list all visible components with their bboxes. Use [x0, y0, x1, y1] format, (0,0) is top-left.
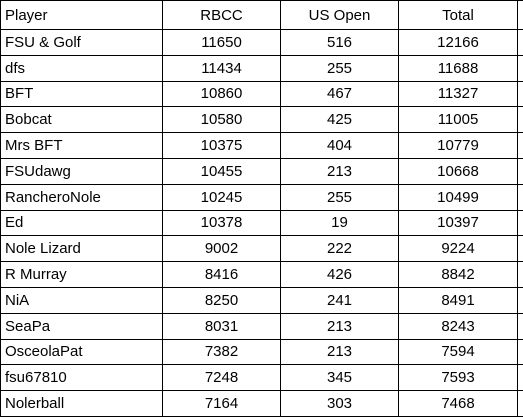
player-cell: R Murray: [0, 261, 163, 288]
player-cell: RancheroNole: [0, 183, 163, 211]
empty-cell: [517, 235, 523, 263]
data-row: Bobcat 10580 425 11005: [0, 106, 523, 134]
data-row: FSU & Golf 11650 516 12166: [0, 29, 523, 56]
player-cell: NiA: [0, 286, 163, 314]
data-row: Nole Lizard 9002 222 9224: [0, 235, 523, 263]
player-cell: Mrs BFT: [0, 132, 163, 159]
player-cell: Nolerball: [0, 390, 163, 417]
score-cell: 7164: [162, 390, 281, 417]
score-cell: 7593: [398, 364, 518, 392]
empty-cell: [517, 338, 523, 366]
player-cell: Ed: [0, 209, 163, 237]
score-cell: 10375: [162, 132, 281, 159]
data-row: FSUdawg 10455 213 10668: [0, 157, 523, 185]
player-cell: FSUdawg: [0, 157, 163, 185]
header-cell: Total: [398, 0, 518, 30]
score-cell: 10580: [162, 106, 281, 134]
score-cell: 11650: [162, 29, 281, 56]
data-row: fsu67810 7248 345 7593: [0, 364, 523, 392]
score-cell: 9224: [398, 235, 518, 263]
score-cell: 10499: [398, 183, 518, 211]
player-cell: dfs: [0, 54, 163, 82]
data-row: dfs 11434 255 11688: [0, 54, 523, 82]
score-cell: 8250: [162, 286, 281, 314]
score-cell: 12166: [398, 29, 518, 56]
empty-cell: [517, 183, 523, 211]
score-cell: 7382: [162, 338, 281, 366]
data-row: OsceolaPat 7382 213 7594: [0, 338, 523, 366]
score-cell: 11688: [398, 54, 518, 82]
score-cell: 10860: [162, 80, 281, 108]
score-cell: 516: [280, 29, 399, 56]
empty-cell: [517, 54, 523, 82]
score-cell: 11005: [398, 106, 518, 134]
score-cell: 10455: [162, 157, 281, 185]
score-cell: 9002: [162, 235, 281, 263]
score-cell: 425: [280, 106, 399, 134]
score-cell: 10397: [398, 209, 518, 237]
data-row: BFT 10860 467 11327: [0, 80, 523, 108]
score-cell: 426: [280, 261, 399, 288]
data-row: Ed 10378 19 10397: [0, 209, 523, 237]
player-cell: Nole Lizard: [0, 235, 163, 263]
empty-cell: [517, 390, 523, 417]
score-cell: 8416: [162, 261, 281, 288]
header-cell: Player: [0, 0, 163, 30]
empty-cell: [517, 364, 523, 392]
header-row: Player RBCC US Open Total: [0, 0, 523, 30]
empty-cell: [517, 261, 523, 288]
player-cell: BFT: [0, 80, 163, 108]
score-cell: 255: [280, 183, 399, 211]
score-cell: 10668: [398, 157, 518, 185]
score-cell: 11434: [162, 54, 281, 82]
player-cell: SeaPa: [0, 312, 163, 340]
score-cell: 10779: [398, 132, 518, 159]
score-cell: 213: [280, 338, 399, 366]
score-cell: 19: [280, 209, 399, 237]
player-cell: OsceolaPat: [0, 338, 163, 366]
header-cell: US Open: [280, 0, 399, 30]
score-cell: 213: [280, 312, 399, 340]
score-cell: 404: [280, 132, 399, 159]
data-row: Nolerball 7164 303 7468: [0, 390, 523, 417]
empty-cell: [517, 132, 523, 159]
score-cell: 10378: [162, 209, 281, 237]
player-cell: fsu67810: [0, 364, 163, 392]
empty-cell: [517, 0, 523, 30]
score-cell: 7468: [398, 390, 518, 417]
score-cell: 213: [280, 157, 399, 185]
score-cell: 345: [280, 364, 399, 392]
empty-cell: [517, 209, 523, 237]
score-cell: 255: [280, 54, 399, 82]
score-cell: 7594: [398, 338, 518, 366]
score-cell: 8842: [398, 261, 518, 288]
player-cell: FSU & Golf: [0, 29, 163, 56]
header-cell: RBCC: [162, 0, 281, 30]
empty-cell: [517, 286, 523, 314]
empty-cell: [517, 312, 523, 340]
empty-cell: [517, 157, 523, 185]
score-cell: 222: [280, 235, 399, 263]
score-cell: 241: [280, 286, 399, 314]
data-row: R Murray 8416 426 8842: [0, 261, 523, 288]
score-cell: 8243: [398, 312, 518, 340]
score-cell: 11327: [398, 80, 518, 108]
data-row: Mrs BFT 10375 404 10779: [0, 132, 523, 159]
score-cell: 467: [280, 80, 399, 108]
data-row: SeaPa 8031 213 8243: [0, 312, 523, 340]
score-cell: 303: [280, 390, 399, 417]
empty-cell: [517, 29, 523, 56]
empty-cell: [517, 106, 523, 134]
data-row: RancheroNole 10245 255 10499: [0, 183, 523, 211]
empty-cell: [517, 80, 523, 108]
score-cell: 8031: [162, 312, 281, 340]
player-cell: Bobcat: [0, 106, 163, 134]
score-cell: 10245: [162, 183, 281, 211]
data-row: NiA 8250 241 8491: [0, 286, 523, 314]
score-cell: 7248: [162, 364, 281, 392]
score-cell: 8491: [398, 286, 518, 314]
